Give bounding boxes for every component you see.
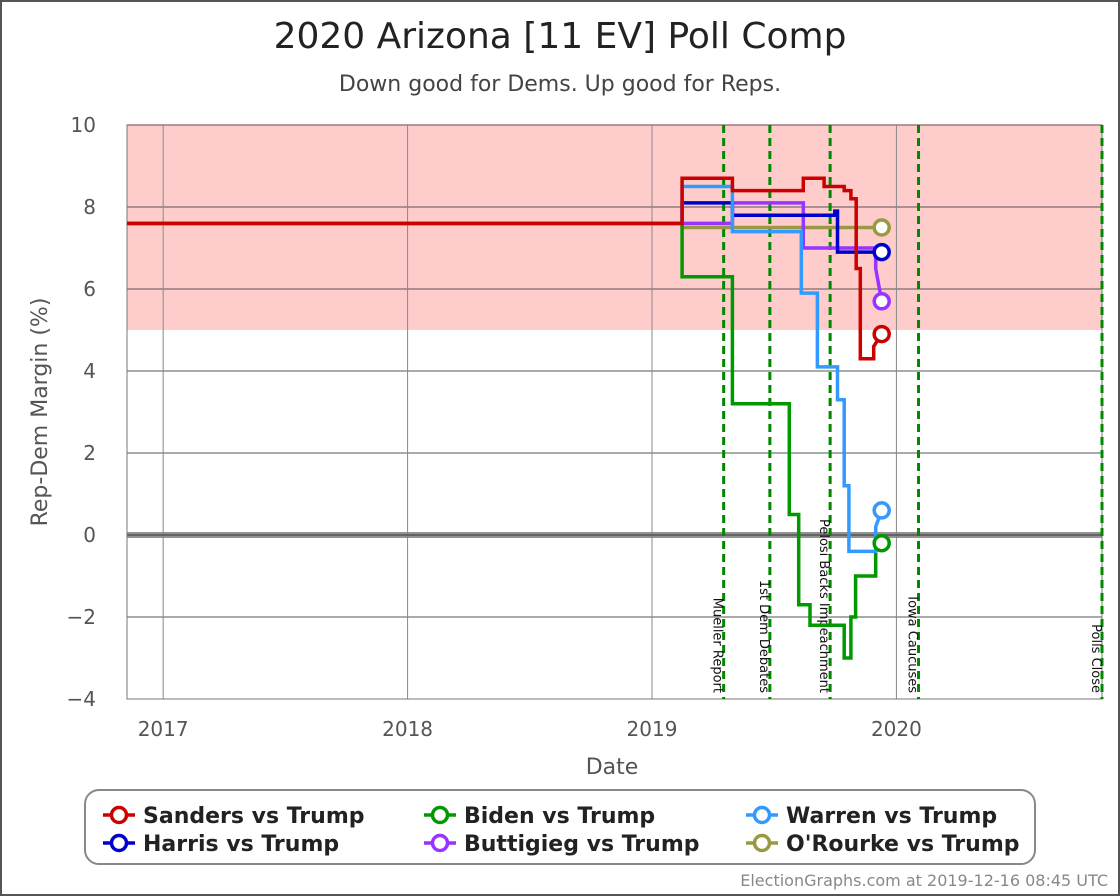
event-label: Pelosi Backs Impeachment <box>816 519 831 693</box>
legend: Sanders vs Trump Biden vs Trump Warren vs … <box>84 789 1036 865</box>
legend-swatch-marker <box>109 805 129 825</box>
event-label: 1st Dem Debates <box>756 580 771 693</box>
legend-entry-label: O'Rourke vs Trump <box>786 832 1020 857</box>
legend-entry-label: Biden vs Trump <box>464 804 655 829</box>
series-end-marker <box>872 292 891 311</box>
y-tick-label: 2 <box>83 441 96 465</box>
series-line <box>127 184 884 554</box>
y-axis-label: Rep-Dem Margin (%) <box>28 298 53 527</box>
x-tick-label: 2020 <box>871 717 922 741</box>
y-tick-label: −4 <box>67 687 96 711</box>
legend-entry-label: Harris vs Trump <box>143 832 339 857</box>
x-tick-label: 2018 <box>382 717 433 741</box>
plot-background <box>127 124 1102 699</box>
legend-entry-label: Warren vs Trump <box>786 804 997 829</box>
x-tick-label: 2017 <box>138 717 189 741</box>
y-tick-label: 0 <box>83 523 96 547</box>
y-tick-label: −2 <box>67 605 96 629</box>
legend-swatch-marker <box>752 833 772 853</box>
event-markers: Mueller Report 1st Dem Debates Pelosi Back… <box>710 125 1104 699</box>
event-label: Iowa Caucuses <box>905 596 920 693</box>
footer-credit: ElectionGraphs.com at 2019-12-16 08:45 U… <box>740 871 1108 890</box>
y-axis-ticks: 10 8 6 4 2 0 −2 −4 <box>67 113 96 711</box>
event-label: Polls Close <box>1088 624 1103 693</box>
series-end-marker <box>872 218 891 237</box>
series-end-markers <box>872 218 891 553</box>
y-tick-label: 8 <box>83 195 96 219</box>
legend-entry-label: Sanders vs Trump <box>143 804 365 829</box>
series-end-marker <box>872 533 891 553</box>
x-axis-label: Date <box>586 755 639 780</box>
rep-favored-band <box>127 125 1102 330</box>
legend-swatch-marker <box>430 805 450 825</box>
legend-swatch-marker <box>109 833 129 853</box>
y-tick-label: 6 <box>83 277 96 301</box>
series-end-marker <box>872 242 891 262</box>
series-end-marker <box>872 501 891 520</box>
x-tick-label: 2019 <box>627 717 678 741</box>
x-axis-ticks: 2017 2018 2019 2020 <box>138 717 922 741</box>
series-end-marker <box>872 324 891 344</box>
series-line <box>127 176 884 361</box>
legend-swatch-marker <box>752 805 772 825</box>
legend-entry-label: Buttigieg vs Trump <box>464 832 700 857</box>
chart-subtitle: Down good for Dems. Up good for Reps. <box>339 72 781 97</box>
y-tick-label: 10 <box>71 113 96 137</box>
series-line <box>127 221 884 660</box>
chart-title: 2020 Arizona [11 EV] Poll Comp <box>274 16 847 57</box>
event-label: Mueller Report <box>710 598 725 693</box>
series-lines <box>127 176 884 660</box>
legend-box <box>84 789 1036 865</box>
y-tick-label: 4 <box>83 359 96 383</box>
legend-swatch-marker <box>430 833 450 853</box>
